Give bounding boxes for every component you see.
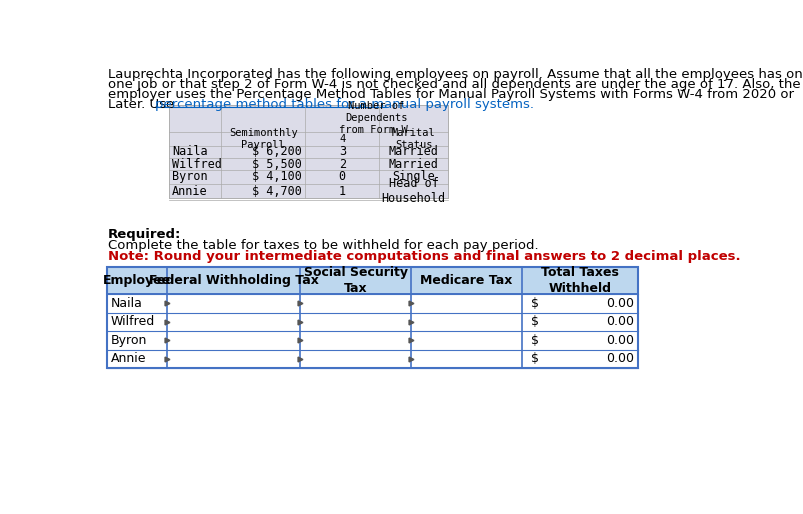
Text: Required:: Required: xyxy=(108,228,181,241)
Text: 0.00: 0.00 xyxy=(605,353,633,365)
Text: Social Security
Tax: Social Security Tax xyxy=(304,266,407,295)
Text: Wilfred: Wilfred xyxy=(111,316,155,328)
Text: 0: 0 xyxy=(338,170,345,183)
Text: Lauprechta Incorporated has the following employees on payroll. Assume that all : Lauprechta Incorporated has the followin… xyxy=(108,68,803,81)
Text: Annie: Annie xyxy=(172,185,207,197)
Text: employer uses the Percentage Method Tables for Manual Payroll Systems with Forms: employer uses the Percentage Method Tabl… xyxy=(108,88,793,101)
Text: percentage method tables for a manual payroll systems.: percentage method tables for a manual pa… xyxy=(155,98,534,111)
Text: $ 4,100: $ 4,100 xyxy=(252,170,302,183)
Text: Married: Married xyxy=(388,158,438,171)
FancyBboxPatch shape xyxy=(107,294,638,368)
Text: Head of
Household: Head of Household xyxy=(381,177,445,205)
Text: Medicare Tax: Medicare Tax xyxy=(420,274,512,287)
Text: Federal Withholding Tax: Federal Withholding Tax xyxy=(149,274,318,287)
Text: Wilfred: Wilfred xyxy=(172,158,222,171)
Text: Number of
Dependents
from Form W-: Number of Dependents from Form W- xyxy=(339,101,414,135)
Text: Single: Single xyxy=(392,170,434,183)
Text: 0.00: 0.00 xyxy=(605,316,633,328)
Text: $ 4,700: $ 4,700 xyxy=(252,185,302,197)
FancyBboxPatch shape xyxy=(107,266,638,294)
Text: $ 5,500: $ 5,500 xyxy=(252,158,302,171)
Text: Total Taxes
Withheld: Total Taxes Withheld xyxy=(540,266,618,295)
Text: Married: Married xyxy=(388,145,438,158)
Text: Semimonthly
Payroll: Semimonthly Payroll xyxy=(229,127,297,150)
Text: 0.00: 0.00 xyxy=(605,334,633,347)
Text: Marital
Status: Marital Status xyxy=(391,127,435,150)
Text: Naila: Naila xyxy=(172,145,207,158)
Text: one job or that step 2 of Form W-4 is not checked and all dependents are under t: one job or that step 2 of Form W-4 is no… xyxy=(108,78,800,91)
Text: Byron: Byron xyxy=(172,170,207,183)
Text: 1: 1 xyxy=(338,185,345,197)
Text: 0.00: 0.00 xyxy=(605,297,633,310)
Text: $: $ xyxy=(531,353,539,365)
Text: $ 6,200: $ 6,200 xyxy=(252,145,302,158)
Text: Annie: Annie xyxy=(111,353,146,365)
Text: Naila: Naila xyxy=(111,297,142,310)
Text: 3: 3 xyxy=(338,145,345,158)
Text: 2: 2 xyxy=(338,158,345,171)
Text: Note: Round your intermediate computations and final answers to 2 decimal places: Note: Round your intermediate computatio… xyxy=(108,250,740,263)
Text: Later. Use: Later. Use xyxy=(108,98,178,111)
Text: $: $ xyxy=(531,334,539,347)
FancyBboxPatch shape xyxy=(169,105,447,198)
Text: Complete the table for taxes to be withheld for each pay period.: Complete the table for taxes to be withh… xyxy=(108,239,538,252)
Text: $: $ xyxy=(531,297,539,310)
Text: Byron: Byron xyxy=(111,334,147,347)
Text: 4: 4 xyxy=(339,134,345,144)
Text: $: $ xyxy=(531,316,539,328)
Text: Employee: Employee xyxy=(103,274,171,287)
